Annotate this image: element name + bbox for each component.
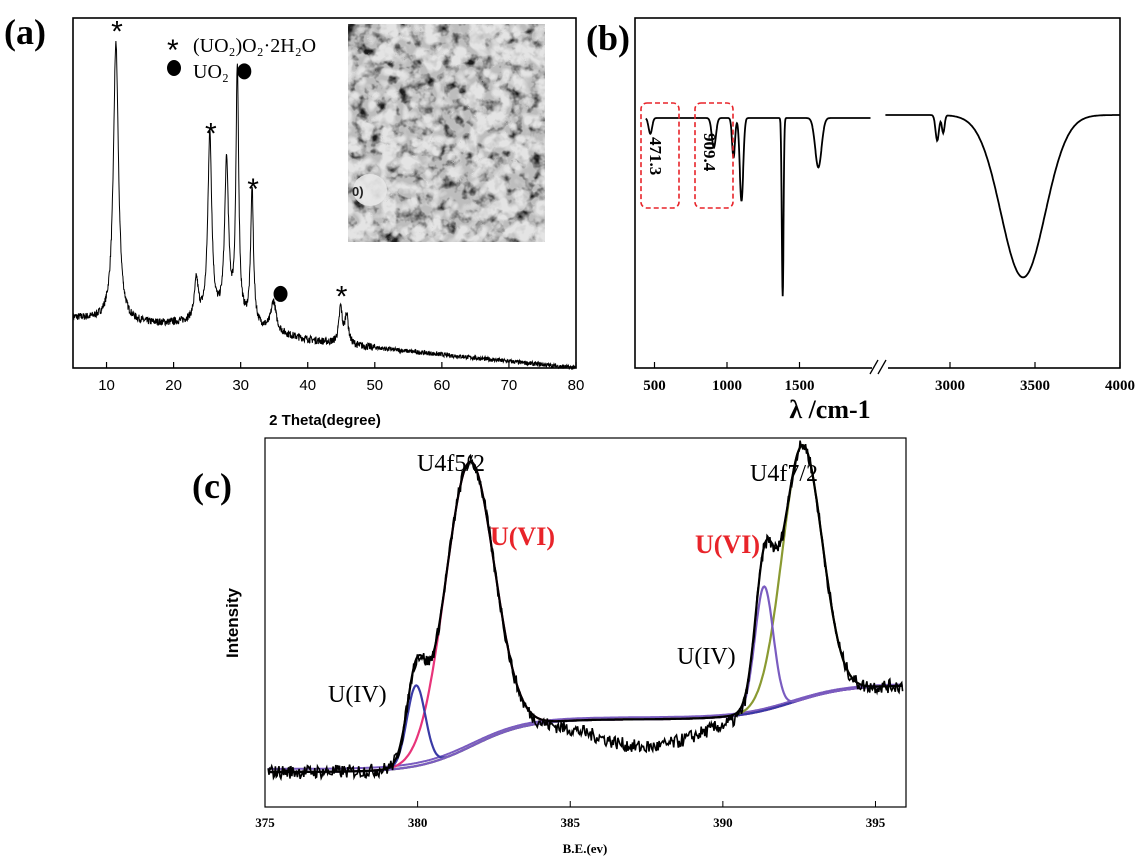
panel-a-legend: * (UO₂)O₂·2H₂O UO₂: [167, 34, 316, 83]
legend-entry-uo2: UO₂: [193, 61, 229, 83]
label-u-iv-left: U(IV): [328, 682, 387, 708]
legend-star-icon: *: [167, 34, 179, 67]
panel-a-xrd: (a) 10 20 30 40 50 60 70 80 2 Theta(degree) ***…: [4, 12, 584, 429]
x-tick-label: 500: [643, 378, 666, 394]
annotation-471: 471.3: [646, 137, 665, 175]
peak-marker-star: *: [336, 281, 348, 314]
annotation-box-471: 471.3: [640, 102, 680, 209]
x-tick-label: 380: [408, 815, 428, 830]
raw-spectrum: [267, 440, 904, 782]
panel-a-xrd-pattern: [72, 40, 577, 370]
label-u-vi-left: U(VI): [490, 522, 555, 551]
x-tick-label: 3500: [1020, 378, 1050, 394]
panel-b-x-ticks: 500 1000 1500 3000 3500 4000: [643, 362, 1135, 394]
peak-marker-star: *: [205, 118, 217, 151]
x-tick-label: 70: [501, 377, 518, 394]
panel-a-frame: [72, 17, 577, 369]
panel-a-x-axis-label: 2 Theta(degree): [269, 412, 381, 429]
fit-u-vi-right: [268, 444, 903, 774]
x-tick-label: 375: [255, 815, 275, 830]
peak-marker-dot: [237, 63, 252, 80]
x-tick-label: 80: [568, 377, 585, 394]
peak-marker-star: *: [247, 173, 259, 206]
sem-inset-label: 0): [352, 184, 364, 199]
x-tick-label: 30: [232, 377, 249, 394]
background-curve-purple: [268, 683, 903, 770]
legend-entry-peroxide: (UO₂)O₂·2H₂O: [193, 35, 316, 57]
panel-b-frame: [634, 17, 1121, 369]
x-tick-label: 390: [713, 815, 733, 830]
x-tick-label: 385: [560, 815, 580, 830]
x-tick-label: 3000: [935, 378, 965, 394]
legend-dot-icon: [167, 60, 181, 76]
peak-marker-dot: [273, 285, 288, 302]
x-tick-label: 50: [366, 377, 383, 394]
panel-c-x-ticks: 375 380 385 390 395: [255, 801, 886, 830]
panel-a-label: (a): [4, 12, 46, 52]
panel-c-label: (c): [192, 466, 232, 506]
label-u4f52: U4f5/2: [417, 451, 485, 477]
x-tick-label: 1500: [785, 378, 815, 394]
panel-b-x-axis-label: λ /cm-1: [789, 395, 870, 424]
panel-a-peak-markers: * * * *: [111, 15, 348, 313]
annotation-box-909: 909.4: [694, 102, 734, 209]
panel-b-label: (b): [586, 18, 630, 58]
fit-envelope: [268, 444, 903, 774]
annotation-909: 909.4: [700, 133, 719, 172]
panel-a-x-ticks: 10 20 30 40 50 60 70 80: [98, 362, 584, 394]
panel-c-xps: (c) 375 380 385 390 395 B.E.(ev) Intensity U…: [192, 437, 907, 856]
label-u4f72: U4f7/2: [750, 461, 818, 487]
label-u-vi-right: U(VI): [695, 530, 760, 559]
fit-u-vi-left: [268, 460, 903, 774]
panel-b-ftir: (b) 500 1000 1500 3000 3500 4000 λ /cm-1 471.…: [586, 17, 1135, 424]
panel-c-x-axis-label: B.E.(ev): [563, 841, 608, 856]
x-tick-label: 4000: [1105, 378, 1135, 394]
x-tick-label: 40: [299, 377, 316, 394]
sem-inset-image: 0): [348, 24, 545, 242]
x-tick-label: 395: [866, 815, 886, 830]
panel-c-y-axis-label: Intensity: [223, 588, 242, 658]
axis-break-icon: [869, 359, 888, 375]
panel-c-frame: [264, 437, 907, 808]
x-tick-label: 10: [98, 377, 115, 394]
peak-marker-star: *: [111, 15, 123, 48]
x-tick-label: 1000: [712, 378, 742, 394]
fit-u-iv-right: [268, 585, 903, 774]
x-tick-label: 20: [165, 377, 182, 394]
panel-b-ftir-spectrum: [645, 114, 1120, 297]
label-u-iv-right: U(IV): [677, 644, 736, 670]
x-tick-label: 60: [434, 377, 451, 394]
